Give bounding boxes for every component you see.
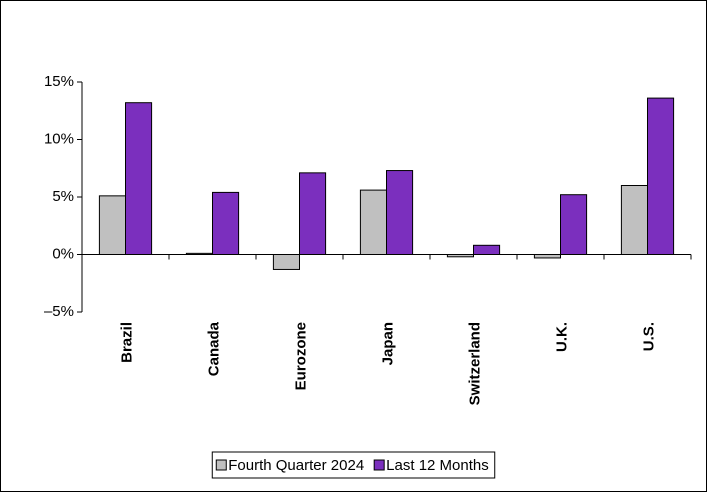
legend-label: Fourth Quarter 2024	[228, 457, 364, 474]
bar	[386, 170, 414, 255]
bar	[560, 194, 588, 255]
y-tick-label: 15%	[44, 73, 74, 90]
y-tick-label: 0%	[52, 245, 74, 262]
bar	[125, 102, 153, 255]
x-tick-label: U.K.	[553, 322, 570, 352]
y-tick-label: 10%	[44, 130, 74, 147]
legend-swatch	[215, 459, 227, 471]
bar	[272, 254, 300, 270]
legend-box	[211, 451, 496, 479]
x-tick-label: Japan	[379, 322, 396, 365]
bar	[98, 195, 127, 256]
x-tick-label: Switzerland	[466, 322, 483, 405]
bar	[212, 191, 240, 255]
bar	[533, 254, 562, 259]
legend: Fourth Quarter 2024 Last 12 Months	[211, 451, 496, 479]
x-tick-label: Brazil	[118, 322, 135, 363]
bar	[647, 97, 675, 255]
y-tick-label: –5%	[44, 303, 74, 320]
legend-swatch	[373, 459, 385, 471]
bar	[299, 172, 327, 256]
bar	[359, 189, 387, 256]
x-tick-label: Canada	[205, 321, 222, 376]
x-tick-label: U.S.	[640, 322, 657, 351]
bar	[473, 244, 501, 256]
bar	[620, 185, 649, 255]
y-tick-label: 5%	[52, 188, 74, 205]
legend-label: Last 12 Months	[386, 457, 489, 474]
x-tick-label: Eurozone	[292, 322, 309, 390]
